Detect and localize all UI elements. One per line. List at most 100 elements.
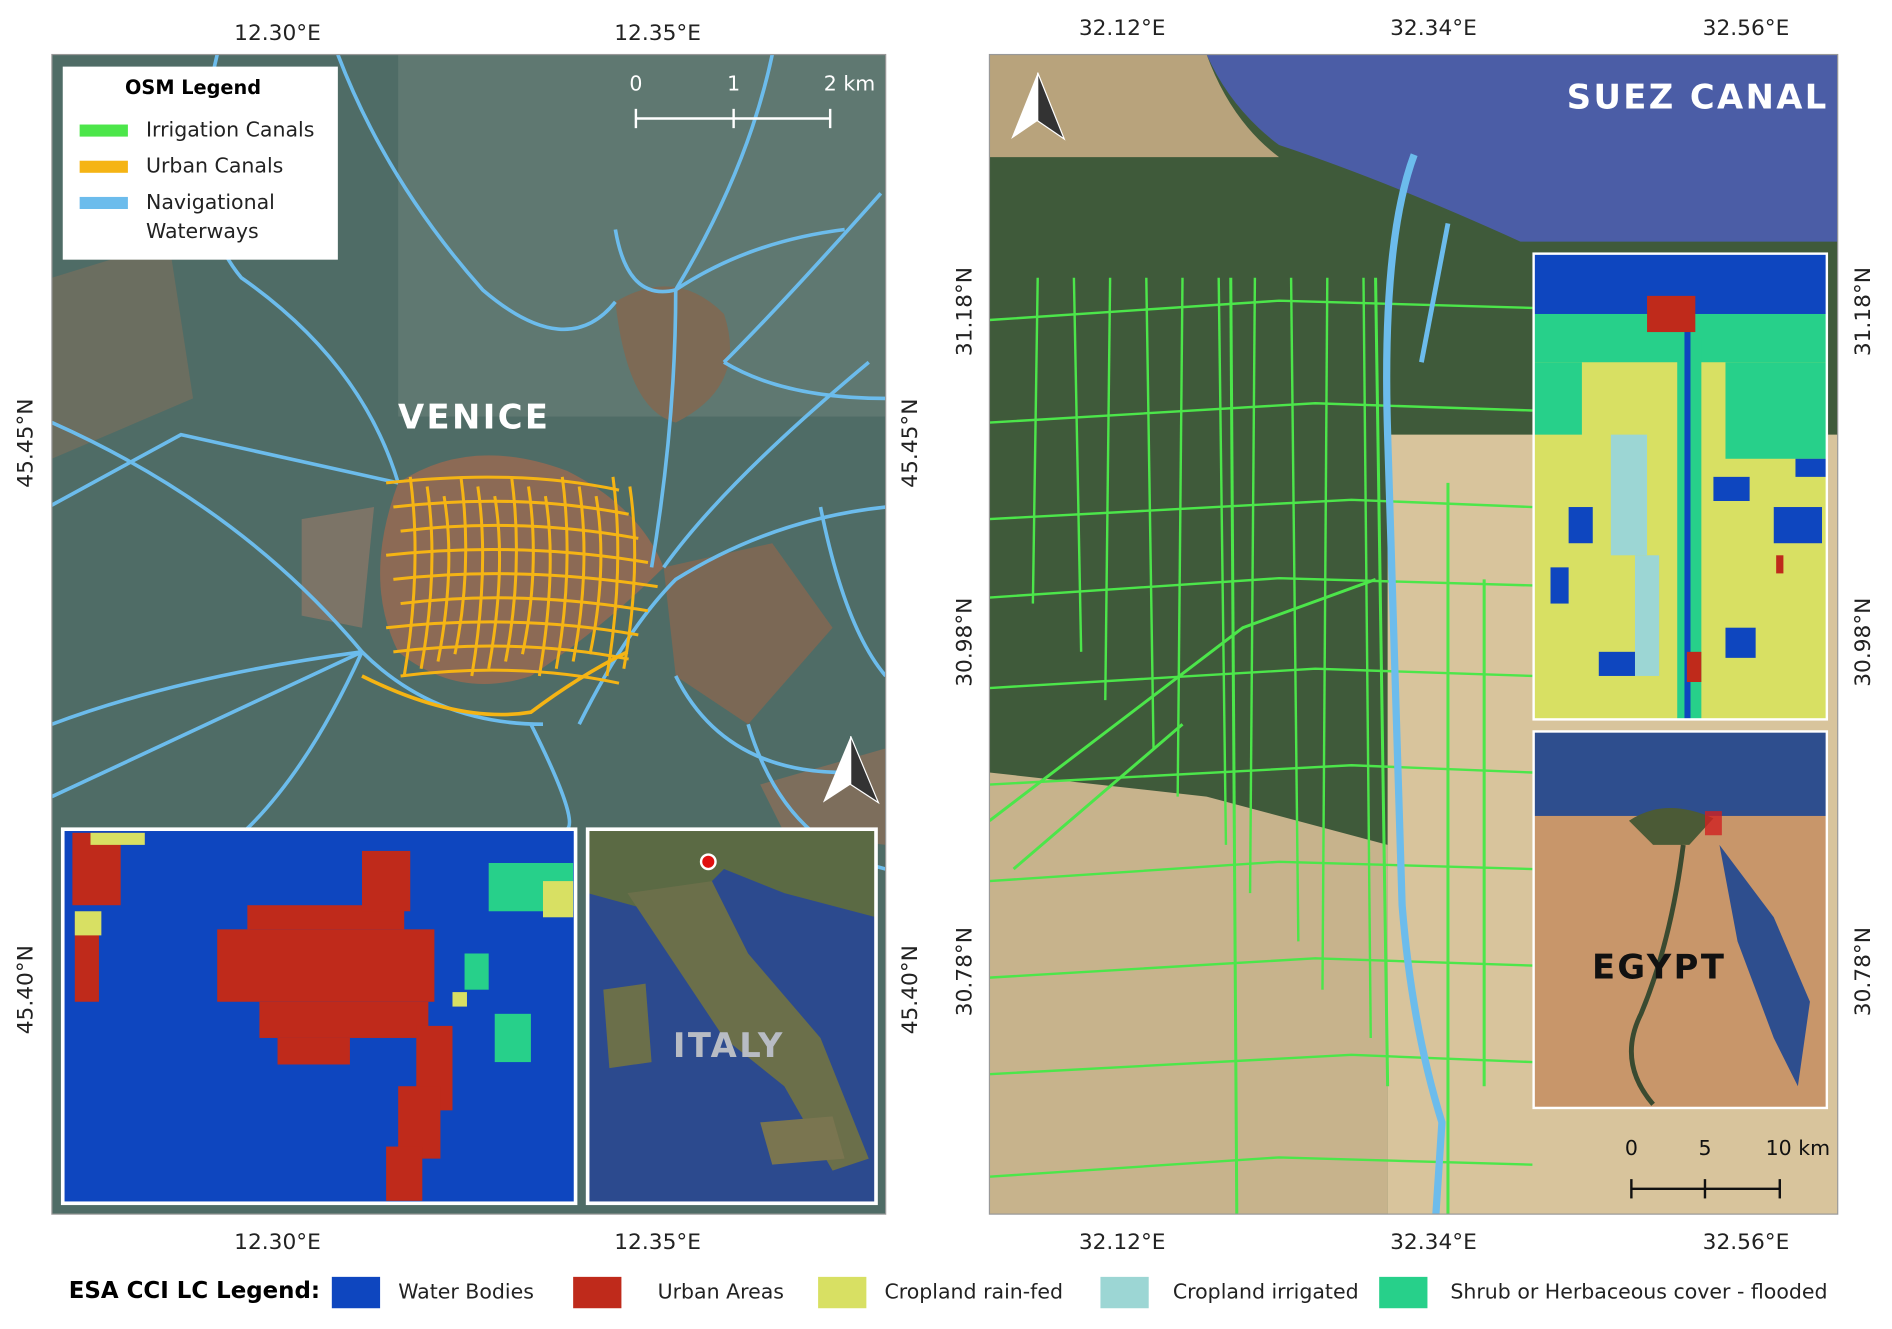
legend-swatch [79,124,128,137]
irrigation-canal [989,402,1533,424]
scale-label: 5 [1698,1136,1711,1160]
urban-canal [588,495,603,655]
waterway [674,54,775,291]
waterway [723,360,886,401]
legend-title: OSM Legend [125,76,261,99]
waterway [649,289,678,568]
irrigation-canal [1248,277,1257,894]
urban-canal [400,523,639,540]
lc-pixel [464,953,489,990]
urban-canal [385,475,620,492]
irrigation-canal [1321,277,1329,990]
urban-canal [622,486,637,669]
irrigation-canal [1012,723,1184,871]
legend-label: Urban Canals [146,154,283,178]
lc-pixel [1550,567,1569,604]
land-cover-inset [62,829,576,1204]
x-tick-label: 32.34°E [1390,16,1477,41]
suez-canal [1383,153,1451,1215]
x-tick-label: 32.56°E [1703,16,1790,41]
place-label: SUEZ CANAL [1567,78,1829,117]
x-tick-label: 32.34°E [1390,1230,1477,1255]
urban-canal [504,476,518,662]
lc-pixel [494,1013,531,1063]
waterway [51,650,363,799]
urban-canal [436,495,451,662]
waterway [662,360,870,569]
land-cover-inset [1533,253,1827,720]
inset-frame [1532,252,1829,721]
legend-label: Water Bodies [398,1280,534,1304]
waterway [51,650,363,726]
waterway [613,227,845,294]
waterway [722,192,883,364]
italy-inset [587,829,877,1204]
urban-canals [361,475,658,717]
scale-label: 2 km [824,72,875,96]
place-label: VENICE [398,397,550,436]
urban-canal [520,486,535,655]
x-tick-label: 32.12°E [1079,1230,1166,1255]
waterway [336,54,617,332]
navigational-waterway [1419,223,1451,363]
egypt-inset [1533,731,1827,1108]
lc-pixel [1684,301,1691,720]
lc-pixel [90,832,145,845]
waterway [674,675,845,775]
lc-pixel [452,992,467,1007]
x-tick-label: 32.12°E [1079,16,1166,41]
irrigation-canal [1176,277,1184,797]
y-tick-label: 31.18°N [1851,267,1876,356]
legend-label: Cropland rain-fed [884,1280,1063,1304]
legend-swatch [79,196,128,209]
waterway [51,432,399,508]
legend-label: Cropland irrigated [1173,1280,1359,1304]
irrigation-canal [1217,277,1228,845]
irrigation-canal [989,578,1377,822]
irrigation-canal [989,957,1533,979]
lc-pixel [1795,458,1827,477]
legend-label: Urban Areas [658,1280,784,1304]
irrigation-canal [989,498,1533,521]
inset-frame [1532,730,1829,1110]
x-tick-label: 32.56°E [1703,1230,1790,1255]
lc-pixel [542,881,574,918]
urban-canal [453,476,468,655]
irrigation-canal [989,1053,1533,1076]
inset-frame [60,827,578,1206]
lc-pixel [1776,555,1784,574]
urban-canal [385,620,639,637]
irrigation-canal [1145,277,1155,749]
y-tick-label: 45.45°N [898,398,923,487]
irrigation-canal [1104,277,1112,701]
lc-pixel [1610,434,1648,556]
urban-canal [419,486,434,669]
lc-pixel [1686,651,1702,682]
legend-label: Irrigation Canals [146,118,314,142]
urban-canal [393,644,629,661]
scale-label: 10 km [1766,1136,1830,1160]
place-label: EGYPT [1592,948,1726,987]
waterway [577,505,886,726]
scale-label: 1 [727,72,740,96]
lc-pixel [277,1037,350,1065]
waterway [529,723,572,831]
x-tick-label: 12.30°E [234,1230,321,1255]
irrigation-canal [989,667,1533,690]
lc-pixel [361,850,411,912]
lc-pixel [1533,362,1582,435]
urban-canal [554,476,569,669]
panel-frame [988,53,1839,1215]
irrigation-canal [1374,277,1390,1087]
lc-pixel [1773,507,1823,544]
legend-label: Navigational [146,190,275,214]
y-tick-label: 31.18°N [952,267,977,356]
legend-swatch [1100,1276,1149,1309]
lc-pixel [74,911,102,936]
urban-canal [400,668,620,685]
irrigation-canal [989,299,1533,322]
lc-pixel [1568,507,1593,544]
irrigation-canal [1072,277,1083,652]
y-tick-label: 30.98°N [952,598,977,687]
